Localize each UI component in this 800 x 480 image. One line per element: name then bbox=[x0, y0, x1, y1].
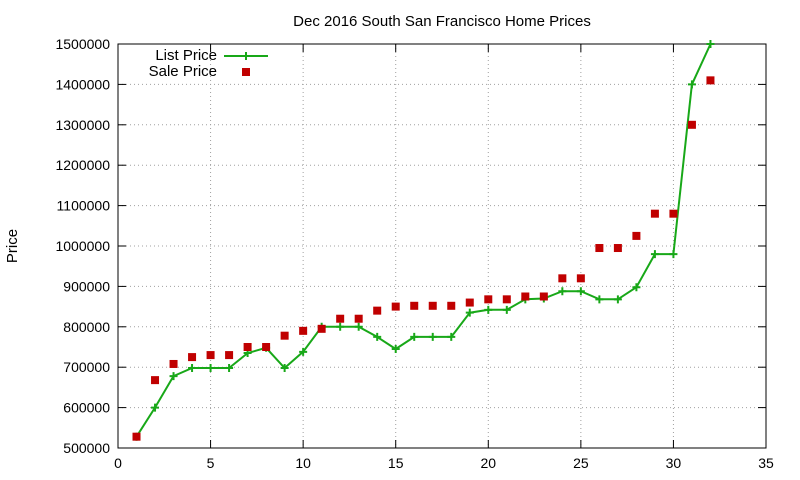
sale-price-point bbox=[169, 359, 178, 368]
chart-title: Dec 2016 South San Francisco Home Prices bbox=[293, 13, 591, 30]
series-layer bbox=[132, 40, 715, 441]
list-price-point bbox=[280, 364, 289, 373]
list-price-point bbox=[169, 372, 178, 381]
sale-price-point bbox=[206, 351, 215, 360]
x-tick-label: 20 bbox=[480, 455, 496, 471]
y-tick-label: 1300000 bbox=[55, 117, 110, 133]
list-price-point bbox=[650, 250, 659, 259]
sale-price-point bbox=[539, 292, 548, 301]
grid-layer bbox=[118, 44, 766, 448]
list-price-point bbox=[558, 287, 567, 296]
sale-price-point bbox=[576, 274, 585, 283]
sale-price-point bbox=[521, 292, 530, 301]
list-price-point bbox=[225, 364, 234, 373]
y-tick-label: 1500000 bbox=[55, 36, 110, 52]
sale-price-point bbox=[373, 306, 382, 315]
sale-price-point bbox=[706, 76, 715, 85]
y-tick-label: 1400000 bbox=[55, 76, 110, 92]
sale-price-point bbox=[465, 298, 474, 307]
sale-price-point bbox=[632, 231, 641, 240]
sale-price-point bbox=[484, 295, 493, 304]
legend-label-sale-price: Sale Price bbox=[149, 63, 217, 80]
sale-price-point bbox=[132, 432, 141, 441]
sale-price-point bbox=[280, 331, 289, 340]
sale-price-point bbox=[650, 209, 659, 218]
list-price-point bbox=[502, 305, 511, 314]
list-price-point bbox=[206, 364, 215, 373]
sale-price-point bbox=[613, 244, 622, 253]
sale-price-point bbox=[502, 295, 511, 304]
list-price-point bbox=[687, 80, 696, 89]
y-tick-label: 500000 bbox=[63, 440, 110, 456]
x-tick-label: 25 bbox=[573, 455, 589, 471]
sale-price-point bbox=[558, 274, 567, 283]
sale-price-point bbox=[151, 376, 160, 385]
legend-sample-list-price bbox=[224, 52, 268, 60]
sale-price-point bbox=[354, 314, 363, 323]
list-price-line bbox=[135, 43, 712, 438]
y-tick-label: 1200000 bbox=[55, 157, 110, 173]
sale-price-point bbox=[428, 301, 437, 310]
sale-price-point bbox=[447, 301, 456, 310]
legend-label-list-price: List Price bbox=[155, 47, 217, 64]
sale-price-point bbox=[669, 209, 678, 218]
list-price-point bbox=[336, 322, 345, 331]
sale-price-point bbox=[317, 324, 326, 333]
list-price-point bbox=[669, 250, 678, 259]
sale-price-point bbox=[225, 351, 234, 360]
list-price-point bbox=[613, 295, 622, 304]
sale-price-point bbox=[391, 302, 400, 311]
list-price-point bbox=[151, 403, 160, 412]
sale-price-point bbox=[188, 353, 197, 362]
list-price-point bbox=[447, 332, 456, 341]
x-tick-label: 15 bbox=[388, 455, 404, 471]
list-price-point bbox=[373, 332, 382, 341]
tick-layer: 500000 600000 700000 800000 900000 1000000 110… bbox=[55, 36, 774, 471]
x-tick-label: 5 bbox=[207, 455, 215, 471]
y-tick-label: 700000 bbox=[63, 359, 110, 375]
list-price-point bbox=[465, 308, 474, 317]
sale-price-point bbox=[336, 314, 345, 323]
x-tick-label: 35 bbox=[758, 455, 774, 471]
sale-price-point bbox=[299, 326, 308, 335]
sale-price-point bbox=[410, 301, 419, 310]
list-price-point bbox=[706, 40, 715, 48]
sale-price-point bbox=[687, 120, 696, 129]
y-tick-label: 900000 bbox=[63, 278, 110, 294]
x-tick-label: 0 bbox=[114, 455, 122, 471]
x-tick-label: 10 bbox=[295, 455, 311, 471]
legend: List Price Sale Price bbox=[149, 47, 268, 80]
y-tick-label: 1100000 bbox=[57, 198, 111, 214]
list-price-point bbox=[410, 332, 419, 341]
legend-sample-sale-price bbox=[242, 68, 250, 76]
y-axis-title: Price bbox=[4, 229, 21, 263]
y-tick-label: 1000000 bbox=[55, 238, 110, 254]
legend-square-marker bbox=[242, 68, 250, 76]
list-price-point bbox=[391, 345, 400, 354]
y-tick-label: 800000 bbox=[63, 319, 110, 335]
sale-price-point bbox=[243, 343, 252, 351]
y-tick-label: 600000 bbox=[63, 400, 110, 416]
list-price-point bbox=[354, 322, 363, 331]
list-price-point bbox=[632, 283, 641, 292]
list-price-point bbox=[595, 295, 604, 304]
sale-price-point bbox=[262, 343, 271, 351]
legend-plus-marker bbox=[242, 52, 250, 60]
sale-price-point bbox=[595, 244, 604, 253]
list-price-point bbox=[576, 287, 585, 296]
list-price-point bbox=[188, 364, 197, 373]
x-tick-label: 30 bbox=[666, 455, 682, 471]
list-price-point bbox=[484, 305, 493, 314]
list-price-point bbox=[428, 332, 437, 341]
list-price-point bbox=[299, 347, 308, 356]
